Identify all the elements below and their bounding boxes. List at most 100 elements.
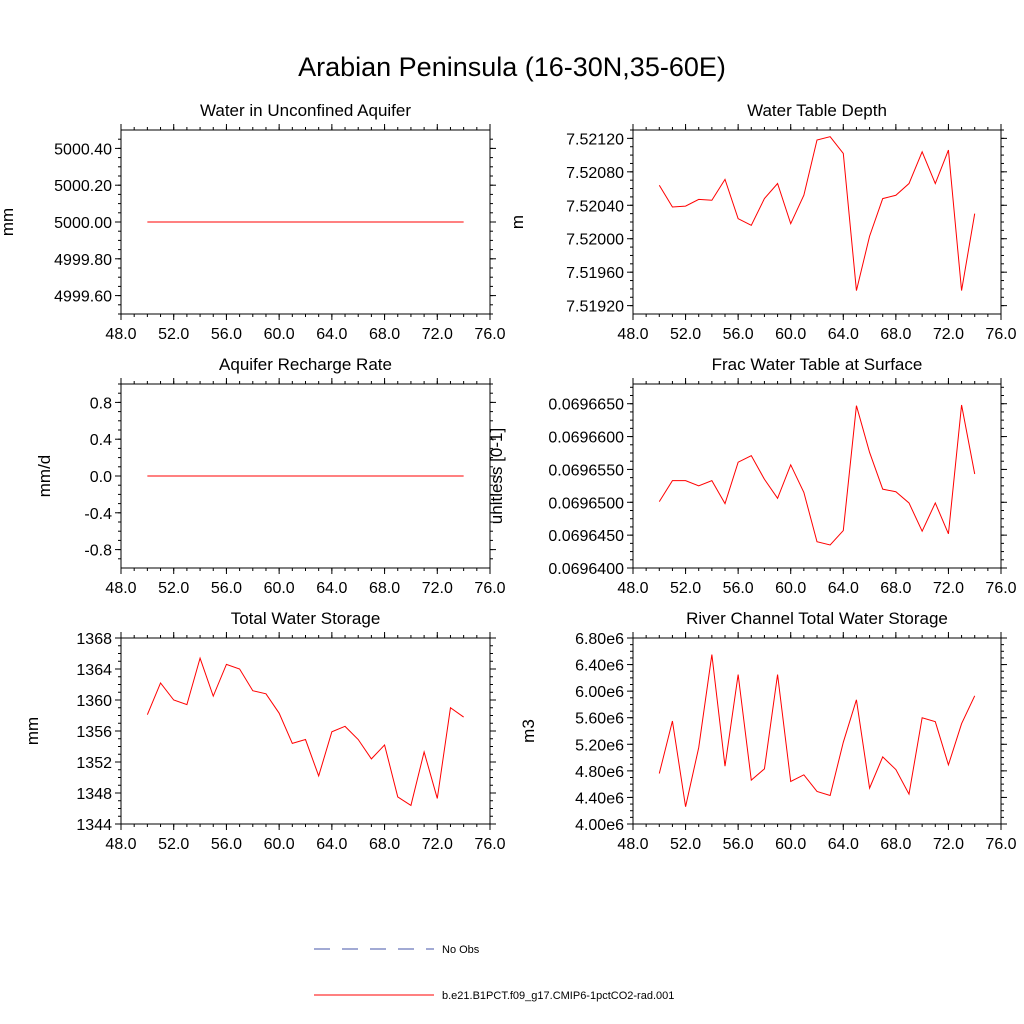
y-tick-label: 5000.20 <box>54 178 112 195</box>
series-line <box>146 656 464 807</box>
x-tick-label: 64.0 <box>316 326 347 343</box>
y-tick-label: 7.52120 <box>566 131 624 148</box>
x-tick-label: 56.0 <box>211 580 242 597</box>
panels-group: 48.0 52.0 56.0 60.0 64.0 68.0 72.0 76.0 4999.60 4… <box>0 101 1017 853</box>
y-axis-label: mm <box>23 717 42 745</box>
x-tick-label: 60.0 <box>775 326 806 343</box>
y-tick-label: 6.80e6 <box>575 631 624 648</box>
x-tick-label: 72.0 <box>422 580 453 597</box>
x-tick-label: 76.0 <box>474 836 505 853</box>
y-tick-label: 0.0696600 <box>548 430 624 447</box>
y-tick-label: 7.51920 <box>566 299 624 316</box>
figure-title: Arabian Peninsula (16-30N,35-60E) <box>298 52 726 82</box>
y-axis-label: m <box>508 215 527 229</box>
x-tick-label: 64.0 <box>316 580 347 597</box>
x-tick-label: 68.0 <box>880 836 911 853</box>
x-tick-label: 48.0 <box>105 326 136 343</box>
x-tick-label: 56.0 <box>211 326 242 343</box>
x-tick-label: 56.0 <box>723 836 754 853</box>
y-tick-label: 0.0696400 <box>548 561 624 578</box>
y-tick-label: 0.4 <box>90 432 112 449</box>
y-tick-label: 0.0696450 <box>548 528 624 545</box>
y-axis-label: m3 <box>519 719 538 743</box>
chart-panel-3: 48.0 52.0 56.0 60.0 64.0 68.0 72.0 76.0 -0.8 -0.4… <box>35 355 506 597</box>
panel-title: Water Table Depth <box>747 101 887 120</box>
y-tick-label: 5000.00 <box>54 215 112 232</box>
y-tick-label: 4999.60 <box>54 289 112 306</box>
y-tick-label: 4.00e6 <box>575 817 624 834</box>
x-tick-label: 48.0 <box>617 326 648 343</box>
x-tick-label: 76.0 <box>985 326 1016 343</box>
x-tick-label: 52.0 <box>158 326 189 343</box>
x-tick-label: 60.0 <box>775 836 806 853</box>
x-tick-label: 76.0 <box>985 580 1016 597</box>
y-tick-label: 7.52040 <box>566 198 624 215</box>
panel-title: River Channel Total Water Storage <box>686 609 948 628</box>
y-tick-label: 4.40e6 <box>575 790 624 807</box>
x-tick-label: 52.0 <box>158 836 189 853</box>
y-tick-label: 6.00e6 <box>575 684 624 701</box>
x-tick-label: 68.0 <box>880 580 911 597</box>
x-tick-label: 72.0 <box>422 326 453 343</box>
chart-panel-1: 48.0 52.0 56.0 60.0 64.0 68.0 72.0 76.0 4999.60 4… <box>0 101 506 343</box>
y-tick-label: 1360 <box>76 693 112 710</box>
x-tick-label: 60.0 <box>264 580 295 597</box>
legend-obs-label: No Obs <box>442 944 480 956</box>
x-tick-label: 48.0 <box>105 836 136 853</box>
y-tick-label: 0.0 <box>90 469 112 486</box>
series-line <box>658 136 976 291</box>
x-tick-label: 72.0 <box>933 326 964 343</box>
y-axis-label: unitless [0-1] <box>487 428 506 524</box>
y-tick-label: 1368 <box>76 631 112 648</box>
x-tick-label: 76.0 <box>985 836 1016 853</box>
chart-panel-5: 48.0 52.0 56.0 60.0 64.0 68.0 72.0 76.0 1344 1348… <box>23 609 506 853</box>
series-line <box>658 654 976 807</box>
y-tick-label: 5.20e6 <box>575 737 624 754</box>
x-tick-label: 52.0 <box>670 836 701 853</box>
y-tick-label: 0.0696650 <box>548 397 624 414</box>
x-tick-label: 72.0 <box>422 836 453 853</box>
x-tick-label: 56.0 <box>211 836 242 853</box>
x-tick-label: 68.0 <box>369 836 400 853</box>
x-tick-label: 76.0 <box>474 580 505 597</box>
x-tick-label: 52.0 <box>158 580 189 597</box>
legend: No Obs b.e21.B1PCT.f09_g17.CMIP6-1pctCO2… <box>314 944 674 1002</box>
x-tick-label: 68.0 <box>880 326 911 343</box>
chart-panel-6: 48.0 52.0 56.0 60.0 64.0 68.0 72.0 76.0 4.00e6 4.… <box>519 609 1017 853</box>
y-tick-label: -0.4 <box>84 506 112 523</box>
y-tick-label: 1356 <box>76 724 112 741</box>
chart-panel-4: 48.0 52.0 56.0 60.0 64.0 68.0 72.0 76.0 0.069640… <box>487 355 1017 597</box>
y-tick-label: 0.0696550 <box>548 462 624 479</box>
y-tick-label: 4999.80 <box>54 252 112 269</box>
x-tick-label: 64.0 <box>828 326 859 343</box>
y-tick-label: 0.8 <box>90 395 112 412</box>
y-tick-label: 1364 <box>76 662 112 679</box>
x-tick-label: 52.0 <box>670 326 701 343</box>
x-tick-label: 60.0 <box>264 326 295 343</box>
y-tick-label: 1344 <box>76 817 112 834</box>
y-tick-label: 7.52000 <box>566 232 624 249</box>
x-tick-label: 60.0 <box>775 580 806 597</box>
x-tick-label: 64.0 <box>828 580 859 597</box>
x-tick-label: 72.0 <box>933 836 964 853</box>
x-tick-label: 48.0 <box>617 836 648 853</box>
x-tick-label: 56.0 <box>723 326 754 343</box>
y-tick-label: 1348 <box>76 786 112 803</box>
y-axis-label: mm/d <box>35 455 54 498</box>
y-axis-label: mm <box>0 208 17 236</box>
y-tick-label: -0.8 <box>84 543 112 560</box>
y-tick-label: 0.0696500 <box>548 495 624 512</box>
legend-model-label: b.e21.B1PCT.f09_g17.CMIP6-1pctCO2-rad.00… <box>442 990 674 1002</box>
y-tick-label: 5000.40 <box>54 141 112 158</box>
x-tick-label: 72.0 <box>933 580 964 597</box>
y-tick-label: 7.51960 <box>566 265 624 282</box>
x-tick-label: 52.0 <box>670 580 701 597</box>
y-tick-label: 5.60e6 <box>575 711 624 728</box>
chart-panel-2: 48.0 52.0 56.0 60.0 64.0 68.0 72.0 76.0 7.51920 7… <box>508 101 1017 343</box>
x-tick-label: 68.0 <box>369 326 400 343</box>
series-line <box>658 404 976 546</box>
x-tick-label: 60.0 <box>264 836 295 853</box>
y-tick-label: 7.52080 <box>566 165 624 182</box>
x-tick-label: 76.0 <box>474 326 505 343</box>
